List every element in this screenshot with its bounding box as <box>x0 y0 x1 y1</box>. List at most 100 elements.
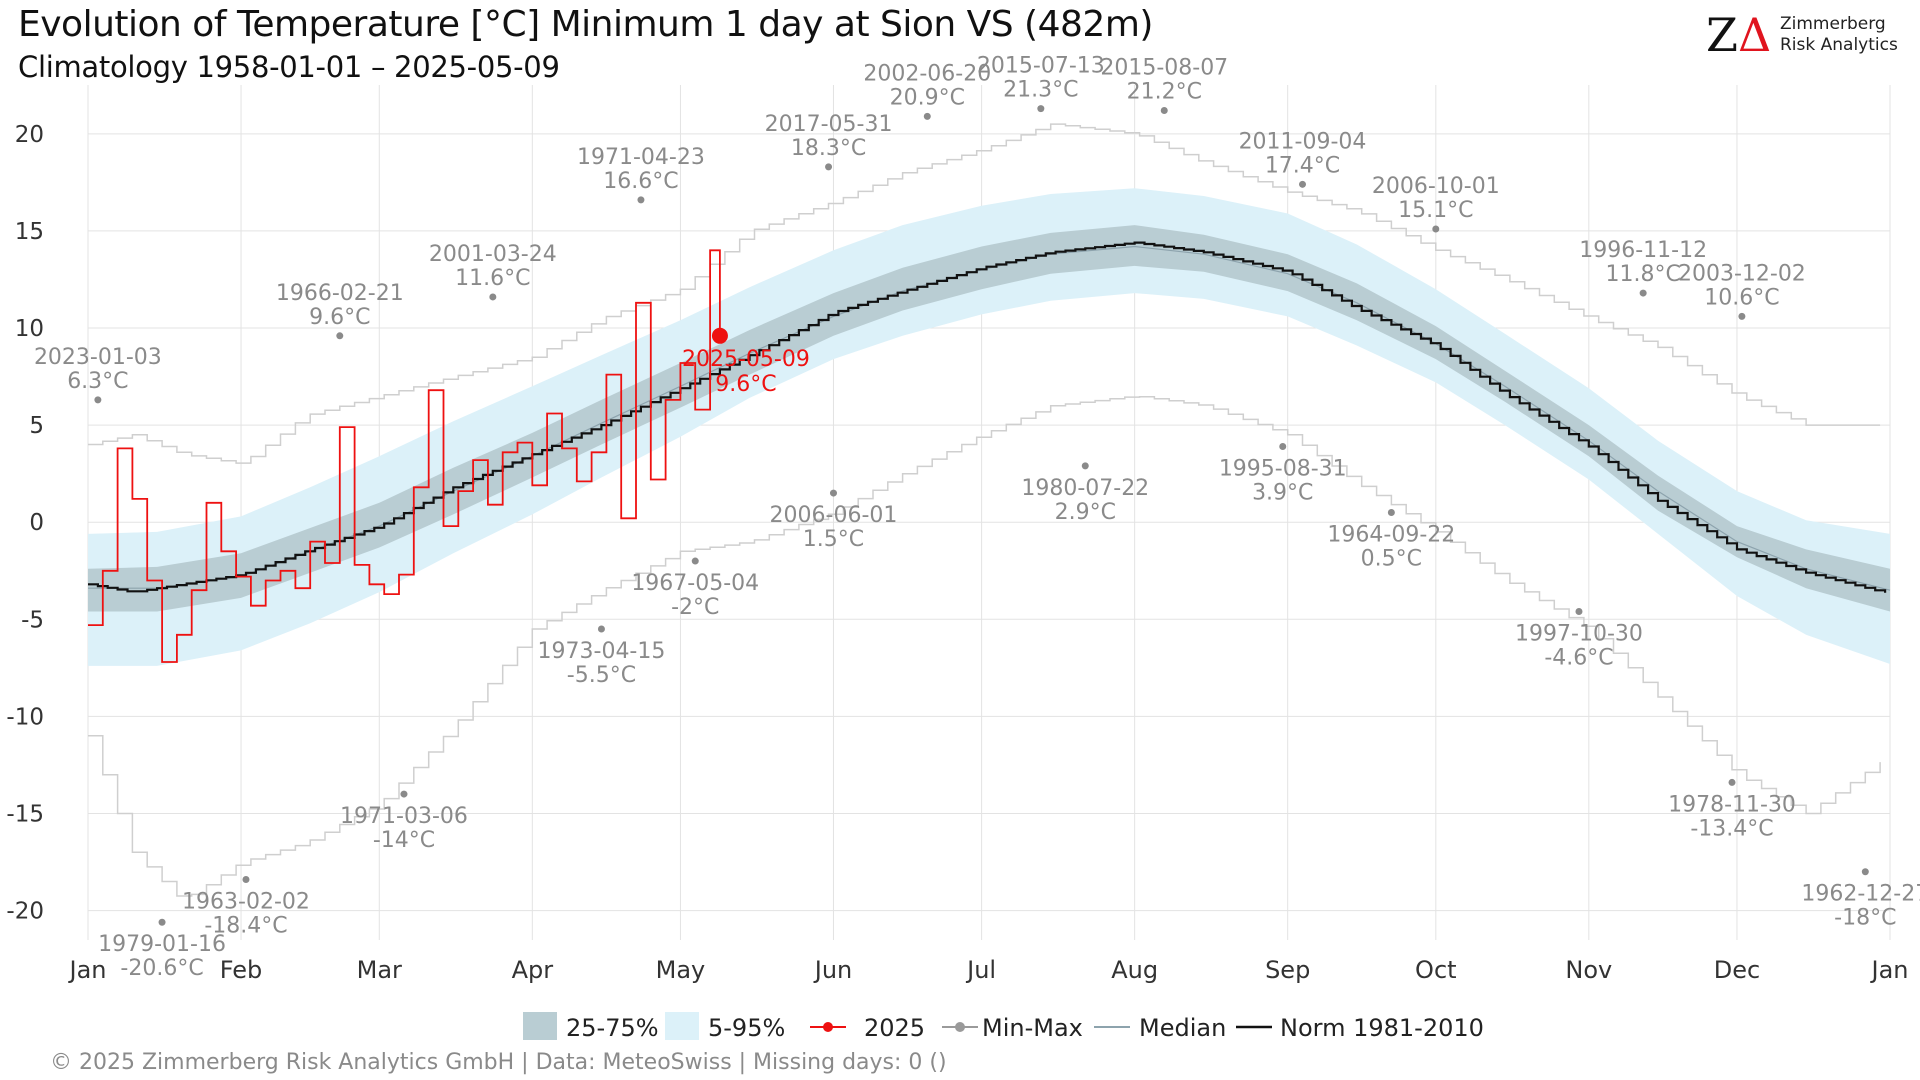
max-record-point <box>94 396 102 404</box>
min-record-point <box>1575 608 1583 616</box>
max-record-value-label: 21.2°C <box>1127 80 1202 105</box>
chart-subtitle: Climatology 1958-01-01 – 2025-05-09 <box>18 50 560 84</box>
min-record-date-label: 2006-06-01 <box>770 503 898 528</box>
x-tick-label: Apr <box>512 956 554 984</box>
x-tick-label: Jan <box>1870 956 1909 984</box>
legend-swatch-25-75 <box>523 1012 557 1040</box>
logo-line-1: Zimmerberg <box>1780 14 1886 34</box>
band-25-75 <box>88 225 1890 612</box>
x-tick-label: Oct <box>1415 956 1457 984</box>
min-record-date-label: 1995-08-31 <box>1219 456 1347 481</box>
legend-label-norm: Norm 1981-2010 <box>1280 1014 1484 1042</box>
max-record-date-label: 1966-02-21 <box>276 281 404 306</box>
y-tick-label: 20 <box>15 122 44 148</box>
max-record-value-label: 15.1°C <box>1398 198 1473 223</box>
legend-label-5-95: 5-95% <box>708 1014 786 1042</box>
min-record-value-label: 3.9°C <box>1252 480 1313 505</box>
min-record-point <box>597 625 605 633</box>
min-record-point <box>829 489 837 497</box>
legend-label-median: Median <box>1139 1014 1227 1042</box>
logo-text: Zimmerberg Risk Analytics <box>1780 14 1898 56</box>
axis-layer: 20 15 10 5 0 -5 -10 -15 -20 Jan Feb Mar Apr May Jun Jul… <box>6 122 1908 984</box>
max-record-value-label: 10.6°C <box>1704 285 1779 310</box>
min-record-value-label: -13.4°C <box>1690 816 1773 841</box>
max-record-point <box>637 196 645 204</box>
min-record-point <box>1861 868 1869 876</box>
norm-1981-2010-line <box>88 241 1887 593</box>
legend-label-2025: 2025 <box>864 1014 926 1042</box>
min-record-value-label: 2.9°C <box>1055 500 1116 525</box>
max-record-point <box>336 332 344 340</box>
legend-symbol-median <box>1094 1026 1130 1028</box>
x-tick-label: Jul <box>965 956 996 984</box>
x-tick-label: Feb <box>220 956 263 984</box>
copyright-footer: © 2025 Zimmerberg Risk Analytics GmbH | … <box>50 1050 947 1075</box>
min-record-point <box>158 918 166 926</box>
max-record-point <box>1298 180 1306 188</box>
max-record-point <box>489 293 497 301</box>
min-record-value-label: -2°C <box>671 595 719 620</box>
min-record-date-label: 1971-03-06 <box>340 804 468 829</box>
band-5-95 <box>88 188 1890 666</box>
max-record-date-label: 2011-09-04 <box>1239 129 1367 154</box>
max-record-point <box>1160 107 1168 115</box>
max-envelope-line <box>88 123 1881 464</box>
min-record-point <box>1279 442 1287 450</box>
y-tick-label: 15 <box>15 219 44 245</box>
max-record-value-label: 18.3°C <box>791 136 866 161</box>
x-tick-label: May <box>656 956 706 984</box>
y-tick-label: 5 <box>29 413 44 439</box>
chart-legend: 25-75% 5-95% 2025 Min-Max Median Norm 19… <box>0 1010 1920 1050</box>
min-record-point <box>691 557 699 565</box>
max-record-value-label: 11.6°C <box>455 266 530 291</box>
x-tick-label: Aug <box>1111 956 1158 984</box>
latest-point-value-label: 9.6°C <box>715 372 776 397</box>
logo-line-2: Risk Analytics <box>1780 35 1898 55</box>
max-record-date-label: 2017-05-31 <box>765 112 893 137</box>
legend-swatch-5-95 <box>665 1012 699 1040</box>
min-record-date-label: 1980-07-22 <box>1021 476 1149 501</box>
min-record-point <box>1081 462 1089 470</box>
min-record-point <box>400 790 408 798</box>
y-tick-label: -10 <box>6 704 44 730</box>
chart-title: Evolution of Temperature [°C] Minimum 1 … <box>18 4 1153 45</box>
min-record-date-label: 1997-10-30 <box>1515 622 1643 647</box>
y-tick-label: -15 <box>6 801 44 827</box>
max-record-value-label: 16.6°C <box>603 169 678 194</box>
max-record-date-label: 2015-07-13 <box>977 54 1105 79</box>
min-record-value-label: -18.4°C <box>204 914 287 939</box>
max-record-date-label: 2001-03-24 <box>429 242 557 267</box>
min-record-value-label: -5.5°C <box>567 663 636 688</box>
y-tick-label: 10 <box>15 316 44 342</box>
max-record-date-label: 2023-01-03 <box>34 345 162 370</box>
y-tick-label: -5 <box>21 607 44 633</box>
x-tick-label: Nov <box>1565 956 1612 984</box>
latest-2025-point <box>711 327 728 344</box>
min-record-date-label: 1979-01-16 <box>98 932 226 957</box>
minmax-envelope-layer <box>88 123 1881 897</box>
legend-symbol-minmax <box>942 1022 978 1032</box>
min-record-value-label: -20.6°C <box>120 956 203 981</box>
min-record-value-label: -18°C <box>1834 906 1896 931</box>
y-tick-label: 0 <box>29 510 44 536</box>
max-record-point <box>1432 225 1440 233</box>
max-record-date-label: 2006-10-01 <box>1372 174 1500 199</box>
max-record-date-label: 1996-11-12 <box>1579 238 1707 263</box>
min-envelope-line <box>88 395 1881 897</box>
max-record-value-label: 20.9°C <box>890 85 965 110</box>
max-record-value-label: 9.6°C <box>309 305 370 330</box>
x-tick-label: Jan <box>68 956 107 984</box>
max-record-date-label: 2003-12-02 <box>1678 261 1806 286</box>
legend-label-minmax: Min-Max <box>982 1014 1083 1042</box>
band-layer <box>88 188 1890 666</box>
max-record-point <box>1738 312 1746 320</box>
min-record-date-label: 1978-11-30 <box>1668 792 1796 817</box>
max-record-value-label: 11.8°C <box>1605 262 1680 287</box>
logo-mark: ZΔ <box>1706 8 1772 62</box>
min-record-value-label: 1.5°C <box>803 527 864 552</box>
record-annotation-layer: 2025-05-099.6°C2023-01-036.3°C1966-02-21… <box>34 54 1920 982</box>
max-record-date-label: 2002-06-20 <box>863 61 991 86</box>
max-record-point <box>923 112 931 120</box>
y-tick-label: -20 <box>6 899 44 925</box>
min-record-value-label: -4.6°C <box>1544 646 1613 671</box>
